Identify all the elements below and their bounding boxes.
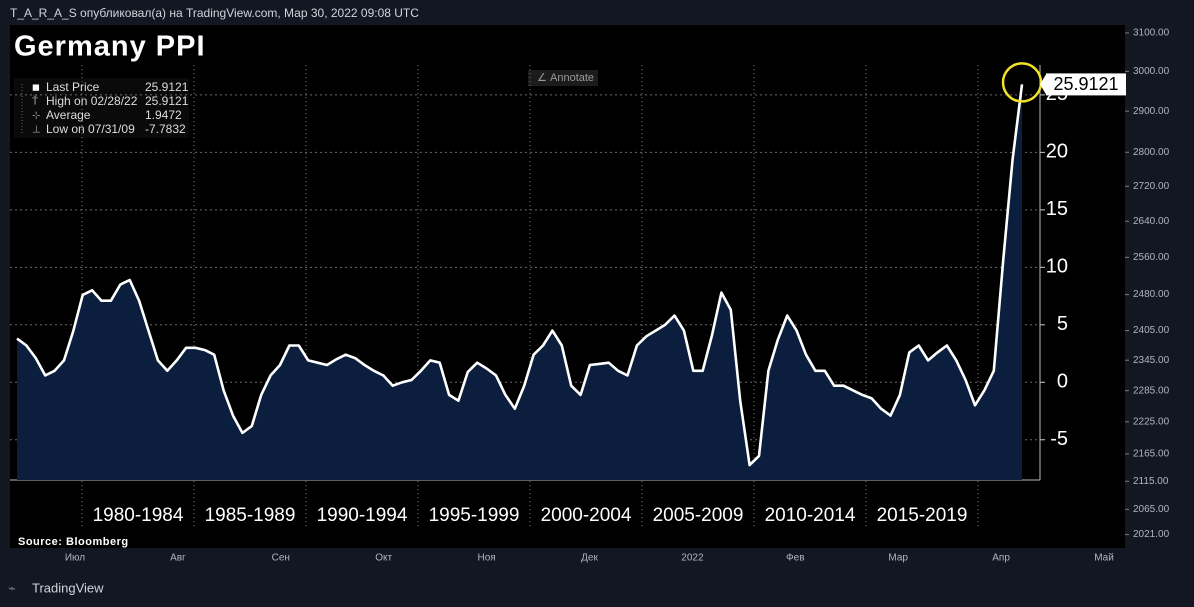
legend-label: Low on 07/31/09 — [46, 122, 135, 136]
x-tick-label: 2015-2019 — [877, 505, 968, 526]
legend-label: High on 02/28/22 — [46, 94, 138, 108]
highlight-circle — [1001, 62, 1043, 103]
price-tick-label: 3100.00 — [1133, 28, 1170, 39]
price-tick-label: 2405.00 — [1133, 325, 1170, 336]
time-label: Июл — [65, 553, 85, 564]
footer: TradingView — [32, 580, 104, 595]
x-tick-label: 2000-2004 — [541, 505, 632, 526]
time-label: 2022 — [681, 553, 704, 564]
last-price-pointer — [1040, 74, 1046, 95]
time-label: Фев — [786, 553, 804, 564]
legend-box — [14, 78, 189, 138]
time-label: Дек — [581, 553, 598, 564]
price-tick-label: 2225.00 — [1133, 416, 1170, 427]
price-tick-label: 3000.00 — [1133, 66, 1170, 77]
price-tick-label: 2115.00 — [1133, 476, 1169, 487]
tv-logo: ⌁ — [8, 580, 16, 595]
x-tick-label: 2005-2009 — [653, 505, 744, 526]
legend-icon: ⊥ — [32, 125, 41, 136]
y-tick-label: 20 — [1046, 141, 1068, 163]
last-price-label: 25.9121 — [1053, 74, 1118, 94]
legend-value: 25.9121 — [145, 94, 189, 108]
price-tick-label: 2065.00 — [1133, 504, 1170, 515]
y-tick-label: 5 — [1057, 313, 1068, 335]
legend-icon: ■ — [32, 79, 40, 94]
legend-icon: ⊹ — [32, 111, 40, 122]
line — [16, 84, 1024, 467]
price-tick-label: 2720.00 — [1133, 181, 1170, 192]
legend-label: Last Price — [46, 80, 100, 94]
x-tick-label: 1995-1999 — [429, 505, 520, 526]
price-tick-label: 2640.00 — [1133, 216, 1170, 227]
price-tick-label: 2021.00 — [1133, 529, 1170, 540]
price-tick-label: 2480.00 — [1133, 289, 1170, 300]
chart-title: Germany PPI — [14, 31, 206, 63]
price-tick-label: 2285.00 — [1133, 385, 1170, 396]
annotate-icon: ∠ — [537, 72, 547, 84]
x-tick-label: 1980-1984 — [93, 505, 184, 526]
y-tick-label: -5 — [1050, 428, 1068, 450]
last-price-box — [1046, 73, 1126, 96]
price-tick-label: 2900.00 — [1133, 106, 1170, 117]
legend-value: 25.9121 — [145, 80, 189, 94]
x-tick-label: 2010-2014 — [765, 505, 856, 526]
time-label: Май — [1094, 553, 1114, 564]
legend-value: 1.9472 — [145, 108, 182, 122]
y-tick-label: 15 — [1046, 198, 1068, 220]
time-label: Мар — [888, 553, 908, 564]
y-tick-label: 10 — [1046, 256, 1068, 278]
time-label: Окт — [375, 553, 392, 564]
legend-value: -7.7832 — [145, 122, 186, 136]
x-tick-label: 1990-1994 — [317, 505, 408, 526]
header: T_A_R_A_S опубликовал(а) на TradingView.… — [10, 6, 419, 20]
price-tick-label: 2345.00 — [1133, 355, 1170, 366]
x-tick-label: 1985-1989 — [205, 505, 296, 526]
price-tick-label: 2800.00 — [1133, 147, 1170, 158]
annotate-button[interactable] — [528, 70, 598, 86]
legend-icon: Ť — [32, 95, 38, 108]
price-tick-label: 2560.00 — [1133, 252, 1170, 263]
time-label: Ноя — [477, 553, 495, 564]
time-label: Сен — [272, 553, 290, 564]
legend-label: Average — [46, 108, 91, 122]
time-label: Апр — [992, 553, 1010, 564]
price-tick-label: 2165.00 — [1133, 449, 1170, 460]
source: Source: Bloomberg — [18, 536, 129, 548]
time-label: Авг — [170, 553, 186, 564]
y-tick-label: 0 — [1057, 371, 1068, 393]
annotate-label[interactable]: Annotate — [550, 72, 594, 84]
